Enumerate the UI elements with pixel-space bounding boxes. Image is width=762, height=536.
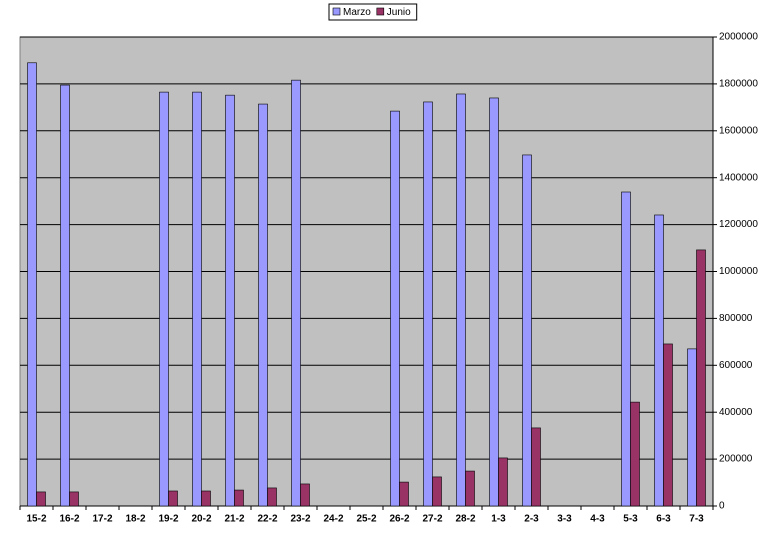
x-tick-label: 15-2 xyxy=(26,514,46,525)
y-tick-label: 1200000 xyxy=(719,219,758,230)
bar xyxy=(498,457,508,507)
bar xyxy=(399,481,409,507)
x-tick-label: 16-2 xyxy=(59,514,79,525)
x-tick-label: 2-3 xyxy=(524,514,539,525)
y-tick-label: 400000 xyxy=(719,407,753,418)
x-tick-label: 19-2 xyxy=(158,514,178,525)
bar xyxy=(234,489,244,507)
x-tick-label: 21-2 xyxy=(224,514,244,525)
bar xyxy=(225,94,235,507)
x-tick-label: 20-2 xyxy=(191,514,211,525)
bar xyxy=(168,490,178,507)
x-tick-label: 1-3 xyxy=(491,514,506,525)
bar xyxy=(456,93,466,507)
bar xyxy=(522,154,532,507)
x-tick-label: 25-2 xyxy=(356,514,376,525)
bar xyxy=(621,191,631,507)
bar xyxy=(201,490,211,507)
bar xyxy=(423,101,433,507)
y-tick-label: 600000 xyxy=(719,360,753,371)
bar xyxy=(630,401,640,507)
bar xyxy=(687,348,697,507)
x-tick-label: 22-2 xyxy=(257,514,277,525)
x-tick-label: 26-2 xyxy=(389,514,409,525)
bar xyxy=(531,427,541,507)
legend-swatch xyxy=(376,7,385,16)
bar xyxy=(69,491,79,507)
bar xyxy=(663,343,673,507)
x-tick-label: 5-3 xyxy=(623,514,638,525)
bar xyxy=(465,470,475,507)
bar xyxy=(300,483,310,507)
y-tick-label: 1800000 xyxy=(719,79,758,90)
y-tick-label: 0 xyxy=(719,501,725,512)
y-tick-label: 1400000 xyxy=(719,172,758,183)
legend-label: Junio xyxy=(387,7,411,18)
x-tick-label: 17-2 xyxy=(92,514,112,525)
y-tick-label: 200000 xyxy=(719,454,753,465)
bar xyxy=(696,249,706,507)
y-tick-label: 1000000 xyxy=(719,266,758,277)
y-tick-label: 1600000 xyxy=(719,125,758,136)
x-tick-label: 18-2 xyxy=(125,514,145,525)
bar xyxy=(27,62,37,507)
legend: Marzo Junio xyxy=(328,3,418,21)
legend-swatch xyxy=(332,7,341,16)
x-tick-label: 27-2 xyxy=(422,514,442,525)
bar xyxy=(291,79,301,507)
x-tick-label: 23-2 xyxy=(290,514,310,525)
y-tick-label: 2000000 xyxy=(719,32,758,43)
bar xyxy=(258,103,268,507)
bar xyxy=(159,91,169,507)
bar xyxy=(432,476,442,507)
bar xyxy=(36,491,46,507)
bar xyxy=(267,487,277,507)
x-tick-label: 7-3 xyxy=(689,514,704,525)
legend-label: Marzo xyxy=(343,7,371,18)
y-tick-label: 800000 xyxy=(719,313,753,324)
x-tick-label: 28-2 xyxy=(455,514,475,525)
x-tick-label: 3-3 xyxy=(557,514,572,525)
x-tick-label: 24-2 xyxy=(323,514,343,525)
x-tick-label: 4-3 xyxy=(590,514,605,525)
bar xyxy=(390,110,400,507)
legend-box xyxy=(328,3,418,21)
bar xyxy=(489,97,499,507)
x-tick-label: 6-3 xyxy=(656,514,671,525)
bar xyxy=(654,214,664,507)
bar xyxy=(192,91,202,507)
bar xyxy=(60,84,70,507)
